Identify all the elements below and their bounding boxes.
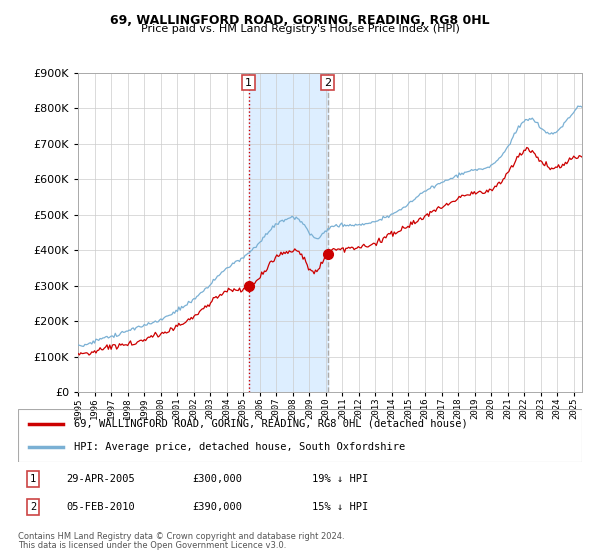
Bar bbox=[248, 73, 328, 392]
Text: Contains HM Land Registry data © Crown copyright and database right 2024.: Contains HM Land Registry data © Crown c… bbox=[18, 532, 344, 541]
Text: 19% ↓ HPI: 19% ↓ HPI bbox=[312, 474, 368, 484]
Text: £300,000: £300,000 bbox=[192, 474, 242, 484]
Text: 29-APR-2005: 29-APR-2005 bbox=[66, 474, 135, 484]
Text: 69, WALLINGFORD ROAD, GORING, READING, RG8 0HL: 69, WALLINGFORD ROAD, GORING, READING, R… bbox=[110, 14, 490, 27]
Text: 69, WALLINGFORD ROAD, GORING, READING, RG8 0HL (detached house): 69, WALLINGFORD ROAD, GORING, READING, R… bbox=[74, 419, 468, 429]
Text: This data is licensed under the Open Government Licence v3.0.: This data is licensed under the Open Gov… bbox=[18, 541, 286, 550]
Text: 2: 2 bbox=[30, 502, 36, 512]
Text: HPI: Average price, detached house, South Oxfordshire: HPI: Average price, detached house, Sout… bbox=[74, 442, 406, 452]
Text: Price paid vs. HM Land Registry's House Price Index (HPI): Price paid vs. HM Land Registry's House … bbox=[140, 24, 460, 34]
Text: 1: 1 bbox=[30, 474, 36, 484]
Text: 1: 1 bbox=[245, 78, 252, 87]
Text: 2: 2 bbox=[324, 78, 331, 87]
Text: 05-FEB-2010: 05-FEB-2010 bbox=[66, 502, 135, 512]
Text: £390,000: £390,000 bbox=[192, 502, 242, 512]
Text: 15% ↓ HPI: 15% ↓ HPI bbox=[312, 502, 368, 512]
